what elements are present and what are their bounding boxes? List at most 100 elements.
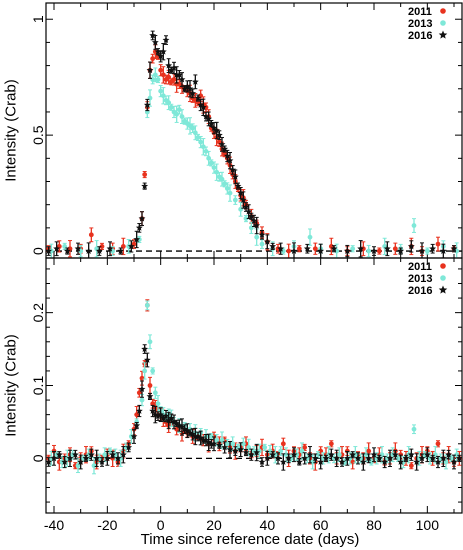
- data-point-2016: [343, 247, 351, 254]
- data-point-2016: [354, 454, 362, 462]
- data-point-2016: [189, 89, 197, 97]
- data-point-2016: [250, 217, 258, 224]
- data-point-2013: [208, 434, 214, 439]
- data-point-2016: [317, 458, 325, 465]
- data-point-2016: [418, 454, 426, 462]
- data-point-2016: [338, 458, 346, 465]
- data-point-2013: [366, 248, 372, 254]
- data-point-2016: [269, 242, 277, 250]
- data-point-2016: [290, 451, 298, 458]
- data-point-2011: [328, 441, 334, 447]
- data-point-2016: [114, 454, 122, 462]
- data-point-2013: [259, 241, 265, 247]
- data-point-2013: [254, 234, 260, 240]
- data-point-2016: [359, 458, 367, 465]
- plot-area: [46, 299, 462, 475]
- data-point-2011: [110, 455, 116, 461]
- data-point-2013: [214, 169, 220, 175]
- plot-area: [46, 30, 460, 258]
- data-point-2011: [392, 246, 398, 252]
- legend-label-2016: 2016: [408, 285, 432, 297]
- data-point-2016: [175, 71, 183, 78]
- data-point-2011: [280, 441, 286, 447]
- data-point-2016: [423, 451, 431, 458]
- data-point-2013: [224, 186, 230, 191]
- data-point-2016: [109, 451, 117, 458]
- data-point-2016: [95, 247, 103, 254]
- data-point-2016: [397, 247, 405, 254]
- data-point-2016: [258, 231, 266, 238]
- data-point-2013: [142, 368, 148, 374]
- data-point-2016: [269, 451, 277, 458]
- data-point-2016: [455, 454, 462, 462]
- x-tick-label: 20: [206, 517, 222, 533]
- data-point-2016: [207, 119, 215, 127]
- data-point-2016: [130, 432, 138, 440]
- y-tick-label: 0: [30, 454, 46, 462]
- data-point-2013: [350, 246, 356, 252]
- data-point-2016: [439, 247, 447, 254]
- data-point-2016: [154, 48, 162, 55]
- data-point-2016: [135, 224, 143, 231]
- data-point-2013: [230, 441, 236, 447]
- data-point-2013: [208, 160, 214, 166]
- series-2016: [46, 30, 458, 258]
- data-point-2011: [408, 463, 414, 469]
- data-point-2013: [107, 448, 113, 454]
- x-axis-label: Time since reference date (days): [141, 531, 360, 548]
- data-point-2013: [155, 401, 161, 407]
- data-point-2011: [142, 172, 148, 177]
- data-point-2016: [311, 454, 319, 462]
- data-point-2016: [77, 458, 85, 465]
- data-point-2016: [127, 242, 135, 250]
- data-point-2013: [160, 93, 166, 99]
- x-tick-label: -20: [97, 517, 117, 533]
- series-2011: [46, 299, 462, 471]
- y-tick-label: 1: [30, 15, 46, 23]
- data-point-2013: [158, 88, 164, 94]
- data-point-2013: [283, 452, 289, 458]
- data-point-2016: [154, 412, 162, 420]
- data-point-2016: [117, 247, 125, 254]
- data-point-2016: [133, 421, 141, 429]
- data-point-2016: [381, 458, 389, 465]
- legend-label-2013: 2013: [408, 273, 432, 285]
- data-point-2011: [366, 448, 372, 454]
- data-point-2013: [147, 339, 153, 345]
- data-point-2016: [61, 458, 69, 465]
- data-point-2016: [170, 64, 178, 71]
- data-point-2016: [50, 454, 58, 462]
- data-point-2016: [445, 451, 453, 458]
- data-point-2016: [167, 414, 175, 422]
- data-point-2016: [429, 245, 437, 252]
- data-point-2016: [242, 203, 250, 210]
- data-point-2013: [102, 452, 108, 458]
- data-point-2016: [74, 245, 82, 252]
- legend-marker-2013: [440, 20, 446, 26]
- data-point-2016: [167, 66, 175, 74]
- data-point-2016: [343, 454, 351, 462]
- data-point-2016: [103, 454, 111, 462]
- data-point-2016: [46, 458, 53, 465]
- data-point-2016: [413, 458, 421, 465]
- data-point-2016: [242, 448, 250, 456]
- data-point-2011: [312, 246, 318, 252]
- y-axis-label: Intensity (Crab): [3, 79, 20, 182]
- data-point-2016: [237, 189, 245, 196]
- data-point-2016: [151, 38, 159, 46]
- data-point-2013: [150, 368, 156, 374]
- data-point-2013: [176, 107, 182, 113]
- data-point-2016: [303, 245, 311, 252]
- data-point-2013: [211, 165, 217, 170]
- y-axis-label: Intensity (Crab): [3, 334, 20, 437]
- data-point-2016: [333, 454, 341, 462]
- data-point-2013: [232, 197, 238, 203]
- data-point-2013: [267, 448, 273, 454]
- data-point-2016: [370, 451, 378, 458]
- data-point-2016: [263, 238, 271, 245]
- data-point-2016: [290, 247, 298, 254]
- data-point-2013: [363, 452, 369, 458]
- data-point-2011: [435, 441, 441, 447]
